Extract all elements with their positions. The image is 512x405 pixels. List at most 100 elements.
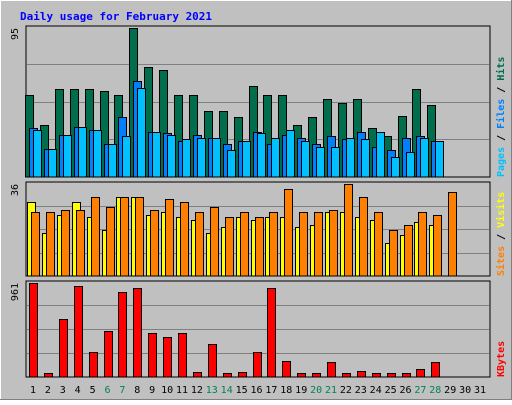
bar-sites-day-4 (76, 210, 85, 277)
bar-pages-day-12 (197, 138, 206, 178)
bar-pages-day-6 (108, 144, 117, 178)
bar-kbytes-day-9 (148, 333, 157, 378)
bar-kbytes-day-20 (312, 373, 321, 378)
bar-kbytes-day-11 (178, 333, 187, 378)
bar-sites-day-14 (225, 217, 234, 277)
bar-kbytes-day-17 (267, 288, 276, 378)
day-label-15: 15 (236, 385, 248, 396)
bar-pages-day-8 (137, 88, 146, 178)
bar-kbytes-day-21 (327, 362, 336, 378)
bar-pages-day-15 (242, 141, 251, 178)
day-label-10: 10 (161, 385, 173, 396)
legend-separator: / (496, 228, 507, 246)
day-label-25: 25 (385, 385, 397, 396)
bar-sites-day-17 (269, 212, 278, 277)
bar-pages-day-19 (301, 141, 310, 178)
legend-sites: Sites (495, 246, 507, 276)
day-label-17: 17 (265, 385, 277, 396)
bar-sites-day-27 (418, 212, 427, 277)
day-label-1: 1 (30, 385, 36, 396)
bar-kbytes-day-4 (74, 286, 83, 378)
day-label-30: 30 (459, 385, 471, 396)
day-label-23: 23 (355, 385, 367, 396)
day-label-8: 8 (134, 385, 140, 396)
bar-kbytes-day-28 (431, 362, 440, 378)
bar-pages-day-28 (435, 141, 444, 178)
bar-pages-day-24 (376, 132, 385, 178)
day-label-18: 18 (280, 385, 292, 396)
legend-text: Pages / Files / Hits (495, 57, 507, 177)
bar-sites-day-19 (299, 212, 308, 277)
bar-kbytes-day-5 (89, 352, 98, 378)
day-label-29: 29 (444, 385, 456, 396)
day-label-14: 14 (221, 385, 233, 396)
bar-kbytes-day-6 (104, 331, 113, 378)
chart-panels: 95 Pages / Files / Hits 36 Sites / Visits 96… (10, 25, 507, 378)
bar-pages-day-17 (271, 138, 280, 178)
bar-pages-day-4 (78, 127, 87, 178)
bar-pages-day-21 (331, 147, 340, 178)
bar-sites-day-25 (389, 230, 398, 277)
bar-kbytes-day-16 (253, 352, 262, 378)
bar-kbytes-day-7 (118, 292, 127, 378)
bar-pages-day-25 (391, 157, 400, 178)
series-kbytes (29, 283, 440, 378)
day-label-26: 26 (399, 385, 411, 396)
bar-kbytes-day-3 (59, 319, 68, 378)
bar-sites-day-12 (195, 212, 204, 277)
bar-pages-day-11 (182, 139, 191, 178)
bar-pages-day-1 (33, 130, 42, 178)
bar-sites-day-28 (433, 215, 442, 277)
day-label-9: 9 (149, 385, 155, 396)
legend-pages: Pages (496, 147, 507, 177)
panel-legend: Sites / Visits (495, 192, 507, 276)
bar-pages-day-23 (361, 139, 370, 178)
bar-pages-day-10 (167, 135, 176, 178)
bar-kbytes-day-13 (208, 344, 217, 378)
bar-sites-day-20 (314, 212, 323, 277)
bar-kbytes-day-18 (282, 361, 291, 378)
day-label-24: 24 (370, 385, 382, 396)
bar-kbytes-day-23 (357, 371, 366, 378)
legend-text: KBytes (496, 341, 507, 377)
day-label-21: 21 (325, 385, 337, 396)
bar-pages-day-26 (406, 152, 415, 178)
bar-kbytes-day-1 (29, 283, 38, 378)
bar-sites-day-8 (135, 197, 144, 277)
legend-files: Files (495, 99, 507, 129)
panel-1: 95 Pages / Files / Hits (10, 25, 507, 178)
day-label-5: 5 (90, 385, 96, 396)
bar-sites-day-3 (61, 210, 70, 277)
bar-kbytes-day-19 (297, 373, 306, 378)
day-label-3: 3 (60, 385, 66, 396)
bar-kbytes-day-24 (372, 373, 381, 378)
panel-3: 961 KBytes (10, 280, 507, 378)
y-max-label: 95 (10, 28, 21, 40)
bar-sites-day-21 (329, 210, 338, 277)
day-label-20: 20 (310, 385, 322, 396)
bar-pages-day-13 (212, 138, 221, 178)
y-max-label: 36 (10, 184, 21, 196)
day-label-22: 22 (340, 385, 352, 396)
bar-sites-day-2 (46, 212, 55, 277)
bar-pages-day-22 (346, 138, 355, 178)
bar-kbytes-day-12 (193, 372, 202, 378)
day-label-31: 31 (474, 385, 486, 396)
bar-kbytes-day-14 (223, 373, 232, 378)
legend-hits: Hits (495, 57, 507, 81)
panel-legend: KBytes (496, 341, 507, 377)
day-label-28: 28 (429, 385, 441, 396)
bar-sites-day-7 (120, 197, 129, 277)
bar-sites-day-10 (165, 199, 174, 277)
day-label-2: 2 (45, 385, 51, 396)
bar-pages-day-18 (286, 130, 295, 178)
bar-kbytes-day-22 (342, 373, 351, 378)
bar-sites-day-15 (240, 212, 249, 277)
day-label-11: 11 (176, 385, 188, 396)
bar-pages-day-16 (257, 133, 266, 178)
bar-sites-day-9 (150, 210, 159, 277)
bar-sites-day-18 (284, 189, 293, 277)
legend-text: Sites / Visits (495, 192, 507, 276)
bar-pages-day-2 (48, 149, 57, 178)
